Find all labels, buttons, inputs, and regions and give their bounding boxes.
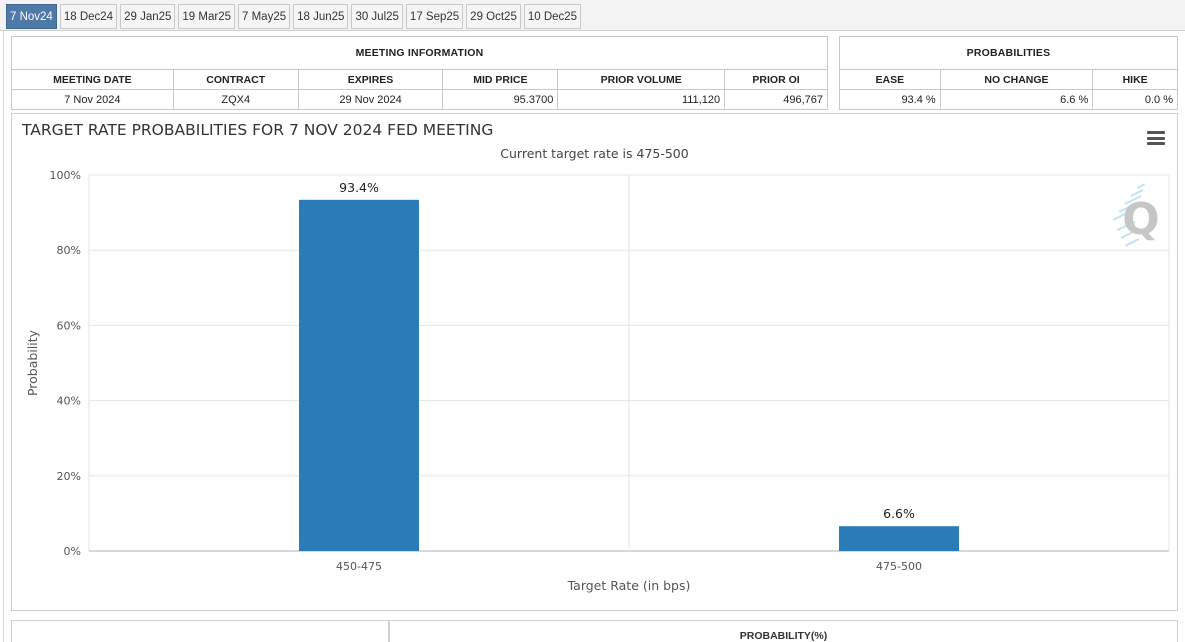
x-tick-label: 450-475	[336, 560, 382, 573]
x-tick-label: 475-500	[876, 560, 922, 573]
cell-mid-price: 95.3700	[442, 89, 559, 110]
bar	[299, 199, 419, 551]
quikstrike-logo-icon: Q	[1112, 184, 1160, 247]
bar-data-label: 6.6%	[883, 506, 915, 521]
chart-subtitle: Current target rate is 475-500	[500, 146, 689, 161]
header-contract: CONTRACT	[172, 69, 299, 90]
tab-18-jun25[interactable]: 18 Jun25	[293, 4, 349, 29]
tab-18-dec24[interactable]: 18 Dec24	[59, 4, 118, 29]
probabilities-table: PROBABILITIES EASE NO CHANGE HIKE 93.4 %…	[839, 36, 1178, 110]
svg-text:Q: Q	[1122, 194, 1159, 245]
x-axis-title: Target Rate (in bps)	[567, 578, 691, 593]
tab-10-dec25[interactable]: 10 Dec25	[523, 4, 582, 29]
bottom-probability-caption: PROBABILITY(%)	[389, 620, 1178, 642]
header-mid-price: MID PRICE	[442, 69, 559, 90]
cell-prior-volume: 111,120	[557, 89, 726, 110]
meeting-tabs: 7 Nov24 18 Dec24 29 Jan25 19 Mar25 7 May…	[6, 4, 582, 29]
target-rate-chart: 0% 20% 40% 60% 80% 100% 93.4% 450-475 6.6% 475-50…	[25, 169, 1170, 593]
header-prior-oi: PRIOR OI	[724, 69, 828, 90]
y-tick-label: 80%	[57, 244, 81, 257]
table-row: 93.4 % 6.6 % 0.0 %	[839, 89, 1178, 110]
cell-meeting-date: 7 Nov 2024	[11, 89, 174, 110]
tab-19-mar25[interactable]: 19 Mar25	[178, 4, 235, 29]
y-tick-label: 20%	[57, 470, 81, 483]
header-ease: EASE	[839, 69, 941, 90]
bar-data-label: 93.4%	[339, 180, 379, 195]
tab-29-jan25[interactable]: 29 Jan25	[120, 4, 176, 29]
header-meeting-date: MEETING DATE	[11, 69, 174, 90]
cell-contract: ZQX4	[172, 89, 299, 110]
y-tick-label: 40%	[57, 395, 81, 408]
tab-17-sep25[interactable]: 17 Sep25	[405, 4, 464, 29]
tab-29-oct25[interactable]: 29 Oct25	[466, 4, 521, 29]
cell-ease: 93.4 %	[839, 89, 941, 110]
table-row: 7 Nov 2024 ZQX4 29 Nov 2024 95.3700 111,…	[11, 89, 828, 110]
cell-hike: 0.0 %	[1092, 89, 1178, 110]
meeting-information-caption: MEETING INFORMATION	[11, 36, 828, 70]
tab-bar: 7 Nov24 18 Dec24 29 Jan25 19 Mar25 7 May…	[0, 0, 1185, 31]
tab-7-nov24[interactable]: 7 Nov24	[6, 4, 57, 29]
meeting-information-table: MEETING INFORMATION MEETING DATE CONTRAC…	[11, 36, 828, 110]
bar	[839, 526, 959, 551]
header-hike: HIKE	[1092, 69, 1178, 90]
y-axis-title: Probability	[25, 329, 40, 396]
cell-expires: 29 Nov 2024	[297, 89, 444, 110]
hamburger-menu-icon[interactable]	[1147, 131, 1165, 145]
y-tick-label: 0%	[64, 545, 81, 558]
probabilities-caption: PROBABILITIES	[839, 36, 1178, 70]
tab-7-may25[interactable]: 7 May25	[238, 4, 291, 29]
header-prior-volume: PRIOR VOLUME	[557, 69, 726, 90]
bottom-table-left-cell	[11, 620, 389, 642]
y-tick-label: 60%	[57, 319, 81, 332]
chart-panel: 0% 20% 40% 60% 80% 100% 93.4% 450-475 6.6% 475-50…	[11, 113, 1178, 611]
chart-title: TARGET RATE PROBABILITIES FOR 7 NOV 2024…	[22, 121, 494, 139]
header-no-change: NO CHANGE	[939, 69, 1094, 90]
header-expires: EXPIRES	[297, 69, 444, 90]
tab-30-jul25[interactable]: 30 Jul25	[351, 4, 403, 29]
y-tick-label: 100%	[50, 169, 81, 182]
cell-no-change: 6.6 %	[939, 89, 1094, 110]
cell-prior-oi: 496,767	[724, 89, 828, 110]
left-edge-divider	[0, 31, 4, 642]
